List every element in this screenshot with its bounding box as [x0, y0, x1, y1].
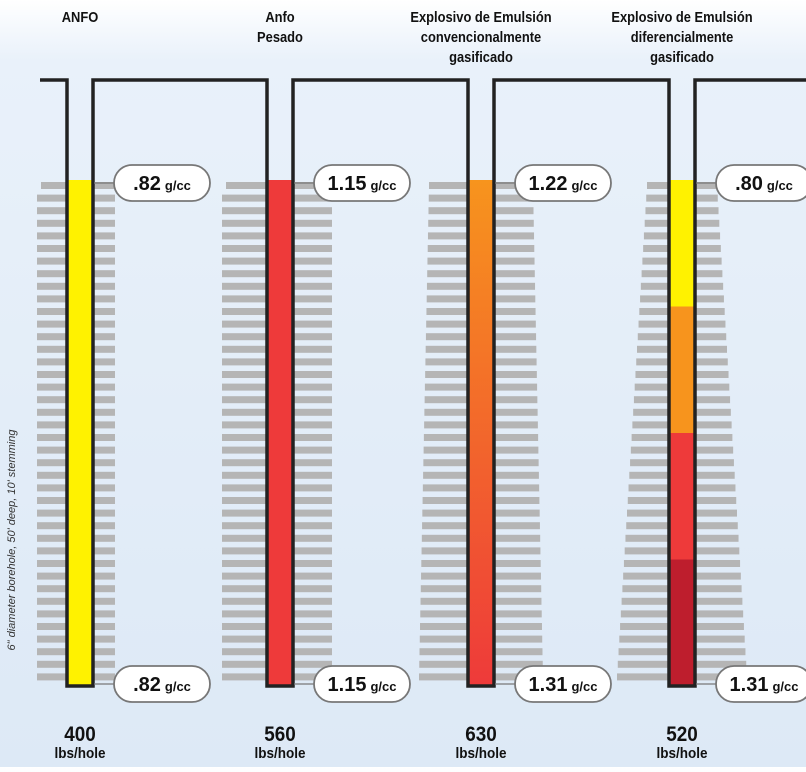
density-unit: g/cc	[571, 178, 597, 193]
title-line: ANFO	[61, 9, 99, 26]
callout-bubble	[715, 164, 806, 202]
borehole-spec-note: 6" diameter borehole, 50' deep, 10' stem…	[6, 429, 18, 651]
explosive-fill-segment	[670, 180, 694, 307]
density-value: 1.22	[529, 173, 568, 195]
title-emulsion-differential: Explosivo de Emulsión diferencialmente g…	[600, 8, 763, 68]
weight-anfo: 400 lbs/hole	[26, 724, 134, 762]
title-line: gasificado	[449, 49, 513, 66]
explosive-fill-segment	[68, 180, 92, 687]
title-anfo: ANFO	[0, 8, 162, 28]
explosive-fill	[469, 180, 493, 686]
weight-unit: lbs/hole	[455, 745, 507, 762]
density-unit: g/cc	[571, 679, 597, 694]
top-density-callout: .80 g/cc	[696, 164, 806, 202]
top-density-callout: .82 g/cc	[94, 164, 211, 202]
callout-bubble	[313, 164, 411, 202]
callout-bubble	[113, 665, 211, 703]
title-anfo-pesado: Anfo Pesado	[198, 8, 361, 48]
density-label: 1.31 g/cc	[529, 674, 598, 696]
bottom-density-callout: 1.31 g/cc	[495, 665, 612, 703]
callout-bubble	[514, 665, 612, 703]
explosive-fill-segment	[268, 180, 292, 687]
weight-value: 520	[666, 723, 698, 746]
bottom-density-callout: .82 g/cc	[94, 665, 211, 703]
title-line: Explosivo de Emulsión	[611, 9, 753, 26]
density-value: 1.15	[328, 173, 367, 195]
title-line: Explosivo de Emulsión	[410, 9, 552, 26]
density-value: .80	[735, 173, 763, 195]
title-line: diferencialmente	[630, 29, 734, 46]
density-value: .82	[133, 674, 161, 696]
explosive-fill-segment	[670, 433, 694, 560]
density-label: 1.15 g/cc	[328, 173, 397, 195]
weight-unit: lbs/hole	[254, 745, 306, 762]
density-label: .80 g/cc	[735, 173, 793, 195]
weight-emulsion-conventional: 630 lbs/hole	[427, 724, 535, 762]
density-value: 1.31	[730, 674, 769, 696]
top-density-callout: 1.15 g/cc	[294, 164, 411, 202]
density-unit: g/cc	[370, 178, 396, 193]
explosive-fill-segment	[670, 559, 694, 687]
title-line: Anfo	[265, 9, 295, 26]
weight-unit: lbs/hole	[54, 745, 106, 762]
bottom-density-callout: 1.15 g/cc	[294, 665, 411, 703]
weight-emulsion-differential: 520 lbs/hole	[628, 724, 736, 762]
weight-unit: lbs/hole	[656, 745, 708, 762]
top-density-callout: 1.22 g/cc	[495, 164, 612, 202]
density-value: .82	[133, 173, 161, 195]
density-label: .82 g/cc	[133, 173, 191, 195]
weight-value: 560	[264, 723, 296, 746]
title-line: gasificado	[650, 49, 714, 66]
density-unit: g/cc	[370, 679, 396, 694]
bottom-density-callout: 1.31 g/cc	[696, 665, 806, 703]
callout-bubble	[313, 665, 411, 703]
weight-anfo-pesado: 560 lbs/hole	[226, 724, 334, 762]
density-label: 1.31 g/cc	[730, 674, 799, 696]
callout-bubble	[715, 665, 806, 703]
title-line: Pesado	[257, 29, 303, 46]
title-emulsion-conventional: Explosivo de Emulsión convencionalmente …	[399, 8, 562, 68]
title-line: convencionalmente	[420, 29, 542, 46]
weight-value: 400	[64, 723, 96, 746]
callout-bubble	[514, 164, 612, 202]
density-unit: g/cc	[165, 679, 191, 694]
density-unit: g/cc	[772, 679, 798, 694]
callout-bubble	[113, 164, 211, 202]
borehole-outline	[40, 78, 806, 688]
density-label: .82 g/cc	[133, 674, 191, 696]
density-label: 1.15 g/cc	[328, 674, 397, 696]
density-unit: g/cc	[767, 178, 793, 193]
density-value: 1.15	[328, 674, 367, 696]
explosive-fill-segment	[670, 306, 694, 434]
density-label: 1.22 g/cc	[529, 173, 598, 195]
weight-value: 630	[465, 723, 497, 746]
density-value: 1.31	[529, 674, 568, 696]
density-unit: g/cc	[165, 178, 191, 193]
